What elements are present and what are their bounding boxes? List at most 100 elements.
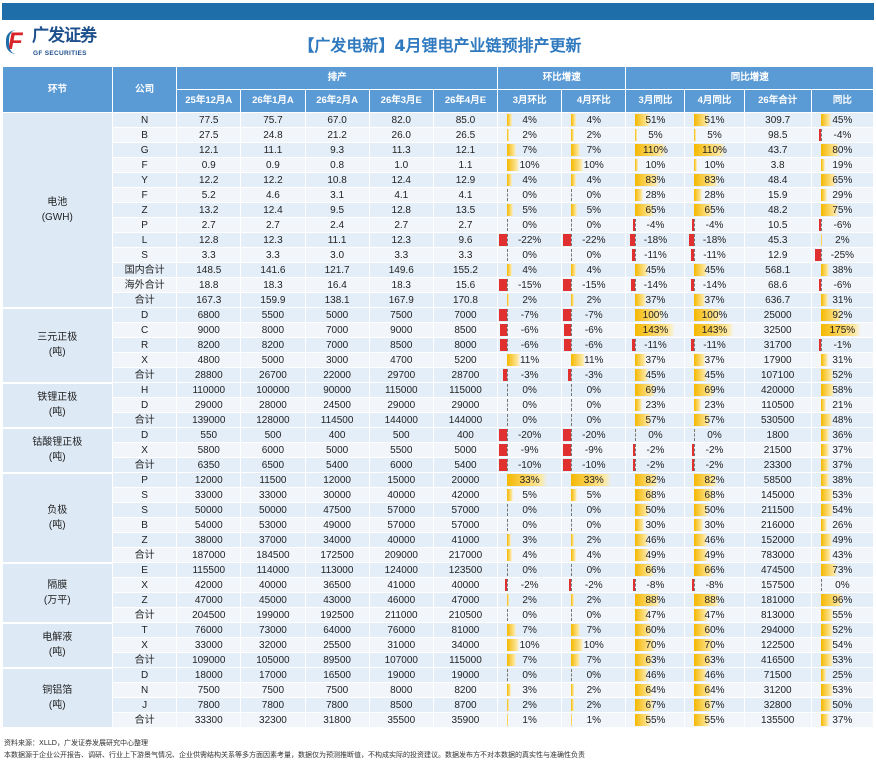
- percent-cell: 0%: [497, 412, 563, 428]
- value-cell: 12.9: [744, 247, 812, 263]
- percent-value: -10%: [582, 459, 606, 471]
- percent-cell: 37%: [625, 292, 686, 308]
- databar-positive: [635, 309, 664, 321]
- percent-cell: 19%: [811, 157, 875, 173]
- percent-value: 2%: [586, 534, 602, 546]
- segment-cell: 三元正极 (吨): [2, 307, 113, 384]
- databar-negative: [633, 459, 636, 471]
- value-cell: 3.1: [305, 187, 370, 203]
- percent-cell: 0%: [497, 562, 563, 578]
- percent-value: 0%: [522, 189, 537, 201]
- value-cell: 27.5: [176, 127, 242, 143]
- value-cell: 204500: [176, 607, 242, 623]
- table-row: Z 13.2 12.4 9.5 12.8 13.5 5% 5% 65% 65% 48.2 75%: [3, 202, 875, 218]
- percent-value: 7%: [522, 144, 537, 156]
- percent-value: 68%: [645, 489, 666, 501]
- databar-positive: [820, 189, 828, 201]
- databar-positive: [694, 714, 710, 726]
- percent-cell: 0%: [497, 397, 563, 413]
- percent-value: 2%: [586, 684, 602, 696]
- segment-unit: (吨): [48, 347, 66, 358]
- value-cell: 115000: [369, 382, 434, 398]
- value-cell: 45000: [240, 592, 306, 608]
- value-cell: 8200: [176, 337, 242, 353]
- value-cell: 21.2: [305, 127, 370, 143]
- databar-axis: [507, 219, 509, 231]
- percent-cell: 110%: [684, 142, 745, 158]
- value-cell: 7000: [305, 337, 370, 353]
- percent-cell: 7%: [561, 622, 627, 638]
- value-cell: 123500: [433, 562, 499, 578]
- percent-value: 0%: [522, 219, 537, 231]
- databar-axis: [635, 459, 637, 471]
- percent-value: 57%: [704, 414, 725, 426]
- value-cell: 32500: [744, 322, 812, 338]
- value-cell: 7500: [369, 307, 434, 323]
- databar-axis: [507, 459, 509, 471]
- value-cell: 23300: [744, 457, 812, 473]
- percent-value: 4%: [586, 174, 602, 186]
- databar-positive: [635, 399, 642, 411]
- percent-cell: 0%: [497, 187, 563, 203]
- percent-value: 88%: [645, 594, 666, 606]
- percent-cell: -6%: [561, 322, 627, 338]
- percent-cell: 37%: [811, 442, 875, 458]
- percent-value: 37%: [832, 444, 853, 456]
- percent-cell: 143%: [684, 322, 745, 338]
- percent-cell: 36%: [811, 427, 875, 443]
- value-cell: 26.0: [369, 127, 434, 143]
- value-cell: 4.6: [240, 187, 306, 203]
- value-cell: 500: [369, 427, 434, 443]
- value-cell: 122500: [744, 637, 812, 653]
- value-cell: 6350: [176, 457, 242, 473]
- percent-value: 0%: [586, 249, 602, 261]
- percent-value: 31%: [832, 354, 853, 366]
- databar-positive: [820, 594, 843, 606]
- percent-value: -11%: [644, 339, 667, 351]
- databar-axis: [571, 234, 573, 246]
- percent-cell: -8%: [684, 577, 745, 593]
- subheader-6: 4月环比: [561, 89, 627, 113]
- percent-value: -2%: [584, 579, 603, 591]
- databar-positive: [635, 354, 646, 366]
- percent-cell: -2%: [497, 577, 563, 593]
- percent-value: 65%: [832, 174, 853, 186]
- percent-value: 36%: [832, 429, 853, 441]
- header-mom: 环比增速: [497, 66, 627, 90]
- percent-cell: -25%: [811, 247, 875, 263]
- value-cell: 40000: [369, 487, 434, 503]
- value-cell: 11.1: [240, 142, 306, 158]
- value-cell: 46000: [369, 592, 434, 608]
- percent-value: 73%: [832, 564, 853, 576]
- percent-cell: 30%: [684, 517, 745, 533]
- percent-value: 64%: [645, 684, 666, 696]
- databar-negative: [499, 309, 508, 321]
- databar-positive: [507, 714, 509, 726]
- percent-cell: 143%: [625, 322, 686, 338]
- databar-axis: [694, 579, 696, 591]
- percent-cell: 54%: [811, 637, 875, 653]
- value-cell: 400: [433, 427, 499, 443]
- databar-positive: [571, 684, 574, 696]
- percent-value: -9%: [584, 444, 603, 456]
- percent-cell: 7%: [561, 142, 627, 158]
- percent-cell: 7%: [497, 142, 563, 158]
- value-cell: 0.9: [176, 157, 242, 173]
- percent-value: 11%: [519, 354, 540, 366]
- percent-value: 19%: [832, 159, 853, 171]
- percent-cell: 2%: [811, 232, 875, 248]
- databar-axis: [571, 459, 573, 471]
- databar-positive: [820, 699, 833, 711]
- databar-positive: [694, 189, 703, 201]
- percent-value: 7%: [586, 654, 602, 666]
- databar-positive: [820, 654, 833, 666]
- percent-value: 38%: [832, 474, 853, 486]
- databar-negative: [818, 339, 821, 351]
- percent-cell: 50%: [811, 697, 875, 713]
- databar-positive: [571, 594, 574, 606]
- databar-positive: [635, 204, 654, 216]
- percent-value: 28%: [704, 189, 725, 201]
- percent-value: 37%: [704, 294, 725, 306]
- databar-axis: [507, 414, 509, 426]
- databar-negative: [632, 339, 636, 351]
